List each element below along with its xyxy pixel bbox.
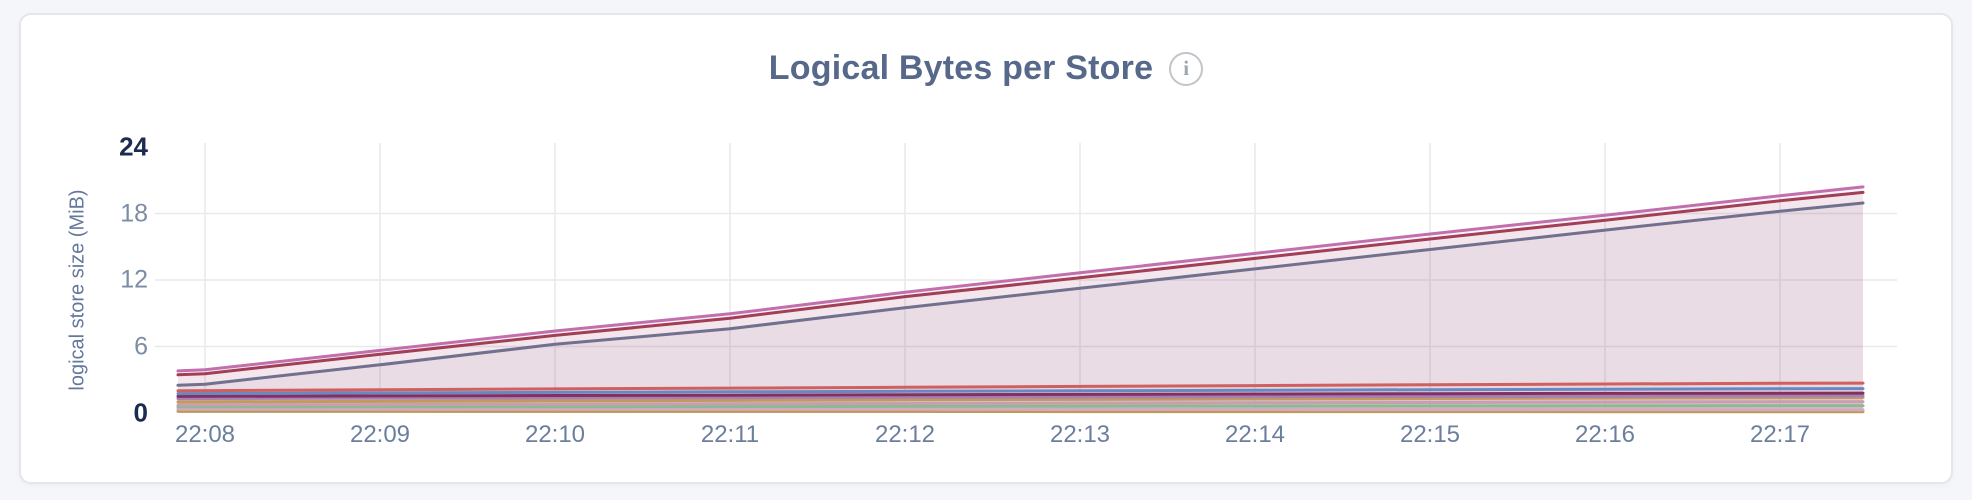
series-line-store-11 <box>176 407 1865 412</box>
series-line-store-3 <box>176 201 1865 387</box>
series-line-store-4 <box>176 381 1865 393</box>
chart-title: Logical Bytes per Store <box>768 49 1154 87</box>
series-line-store-1 <box>176 185 1865 373</box>
info-icon[interactable]: i <box>1169 51 1204 86</box>
chart-header: Logical Bytes per Store i <box>21 49 1951 88</box>
series-line-store-2 <box>176 190 1865 377</box>
series-line-store-9 <box>176 400 1865 407</box>
series-line-store-6 <box>176 391 1865 398</box>
series-area-store-1 <box>178 186 1863 413</box>
series-line-store-10 <box>176 404 1865 409</box>
series-line-store-7 <box>176 394 1865 401</box>
info-icon-glyph: i <box>1183 56 1190 80</box>
series-area-store-3 <box>178 203 1863 413</box>
series-line-store-5 <box>176 387 1865 396</box>
series-line-store-8 <box>176 396 1865 404</box>
